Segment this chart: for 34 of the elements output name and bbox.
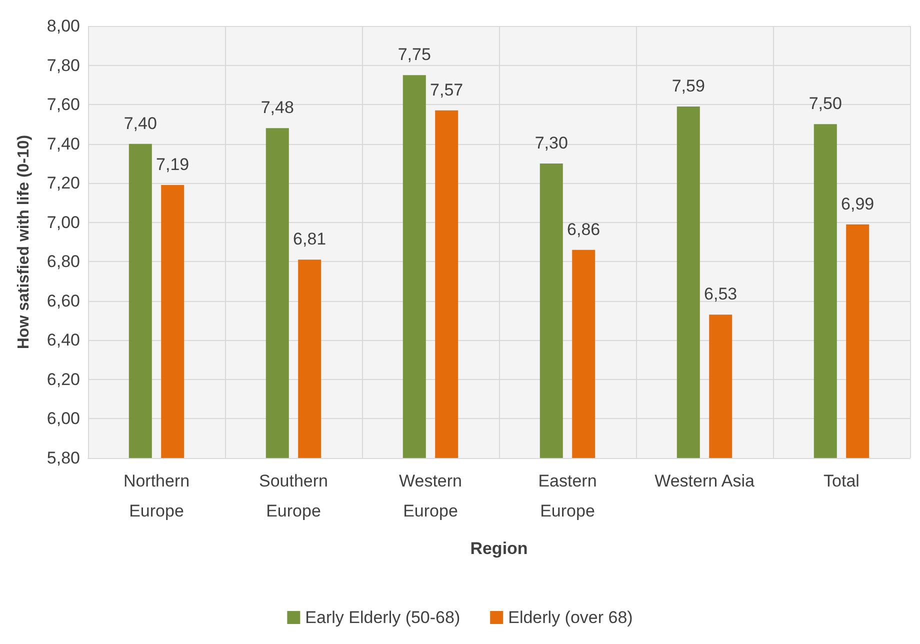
y-tick-label: 5,80	[46, 448, 80, 468]
y-tick-label: 6,20	[46, 370, 80, 389]
x-tick-label: Western Asia	[654, 472, 755, 490]
data-label: 6,53	[704, 284, 738, 304]
y-axis-title: How satisfied with life (0-10)	[16, 134, 32, 350]
x-tick-label: Eastern Europe	[538, 472, 597, 520]
legend-label: Early Elderly (50-68)	[305, 608, 460, 627]
y-tick-label: 8,00	[46, 16, 80, 36]
legend-label: Elderly (over 68)	[508, 608, 633, 627]
y-tick-label: 7,20	[46, 174, 80, 193]
y-tick-label: 6,60	[46, 291, 80, 310]
data-label: 6,81	[293, 230, 326, 249]
x-tick-label: Northern Europe	[123, 472, 190, 520]
data-label: 7,50	[808, 94, 842, 114]
x-axis-title: Region	[470, 539, 528, 558]
data-label: 7,57	[430, 80, 464, 100]
data-label: 7,75	[398, 45, 431, 64]
x-tick-label: Total	[824, 472, 860, 490]
data-label: 6,86	[567, 220, 600, 239]
data-label: 7,59	[672, 76, 705, 96]
y-tick-label: 7,60	[46, 95, 80, 114]
y-tick-label: 7,40	[46, 134, 80, 154]
x-tick-label: Southern Europe	[259, 472, 328, 520]
y-tick-label: 6,00	[46, 409, 80, 428]
y-tick-label: 7,80	[46, 56, 80, 75]
y-tick-label: 6,80	[46, 252, 80, 272]
data-label: 7,48	[260, 98, 294, 118]
data-label: 7,30	[534, 133, 568, 152]
data-label: 6,99	[841, 194, 874, 214]
y-tick-label: 6,40	[46, 330, 80, 350]
x-tick-label: Western Europe	[399, 472, 462, 520]
data-label: 7,40	[124, 114, 157, 133]
y-tick-label: 7,00	[46, 212, 80, 232]
data-label: 7,19	[156, 155, 190, 174]
